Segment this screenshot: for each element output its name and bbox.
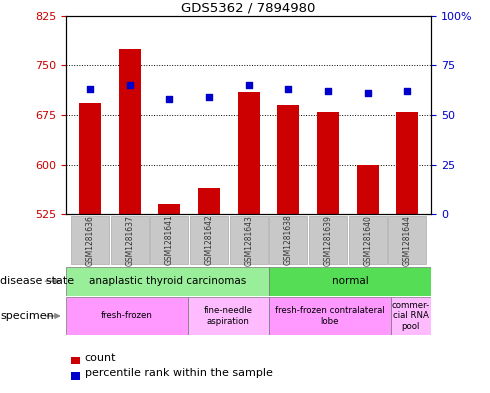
Text: GSM1281642: GSM1281642 bbox=[204, 215, 214, 266]
Text: GSM1281639: GSM1281639 bbox=[323, 215, 333, 266]
FancyBboxPatch shape bbox=[269, 297, 391, 335]
Text: GSM1281644: GSM1281644 bbox=[403, 215, 412, 266]
Text: GSM1281641: GSM1281641 bbox=[165, 215, 174, 266]
FancyBboxPatch shape bbox=[111, 216, 148, 264]
FancyBboxPatch shape bbox=[389, 216, 426, 264]
Point bbox=[245, 82, 253, 88]
Text: specimen: specimen bbox=[0, 311, 54, 321]
Bar bbox=[198, 188, 220, 214]
FancyBboxPatch shape bbox=[188, 297, 269, 335]
FancyBboxPatch shape bbox=[71, 216, 109, 264]
Text: GSM1281638: GSM1281638 bbox=[284, 215, 293, 266]
FancyBboxPatch shape bbox=[150, 216, 188, 264]
Text: GSM1281637: GSM1281637 bbox=[125, 215, 134, 266]
FancyBboxPatch shape bbox=[190, 216, 228, 264]
Bar bbox=[119, 49, 141, 214]
Text: disease state: disease state bbox=[0, 276, 74, 286]
Bar bbox=[158, 204, 180, 214]
FancyBboxPatch shape bbox=[349, 216, 387, 264]
FancyBboxPatch shape bbox=[391, 297, 431, 335]
Text: count: count bbox=[85, 353, 116, 363]
Bar bbox=[79, 103, 101, 214]
Text: GSM1281643: GSM1281643 bbox=[244, 215, 253, 266]
Text: fresh-frozen: fresh-frozen bbox=[101, 312, 153, 320]
Point bbox=[205, 94, 213, 100]
Bar bbox=[396, 112, 418, 214]
FancyBboxPatch shape bbox=[66, 267, 269, 296]
Title: GDS5362 / 7894980: GDS5362 / 7894980 bbox=[181, 2, 316, 15]
Point bbox=[324, 88, 332, 94]
FancyBboxPatch shape bbox=[269, 267, 431, 296]
Point bbox=[126, 82, 134, 88]
FancyBboxPatch shape bbox=[270, 216, 307, 264]
Point bbox=[284, 86, 292, 92]
Bar bbox=[277, 105, 299, 214]
Point bbox=[166, 96, 173, 102]
Text: fresh-frozen contralateral
lobe: fresh-frozen contralateral lobe bbox=[275, 306, 385, 326]
FancyBboxPatch shape bbox=[230, 216, 268, 264]
Bar bbox=[238, 92, 260, 214]
Text: anaplastic thyroid carcinomas: anaplastic thyroid carcinomas bbox=[89, 276, 246, 286]
Point bbox=[86, 86, 94, 92]
Point bbox=[364, 90, 371, 96]
Text: percentile rank within the sample: percentile rank within the sample bbox=[85, 368, 272, 378]
Text: GSM1281640: GSM1281640 bbox=[363, 215, 372, 266]
FancyBboxPatch shape bbox=[66, 297, 188, 335]
Point bbox=[403, 88, 411, 94]
Bar bbox=[357, 165, 379, 214]
Text: fine-needle
aspiration: fine-needle aspiration bbox=[204, 306, 253, 326]
Bar bbox=[317, 112, 339, 214]
Text: GSM1281636: GSM1281636 bbox=[85, 215, 95, 266]
FancyBboxPatch shape bbox=[309, 216, 347, 264]
Text: normal: normal bbox=[332, 276, 368, 286]
Text: commer-
cial RNA
pool: commer- cial RNA pool bbox=[392, 301, 430, 331]
